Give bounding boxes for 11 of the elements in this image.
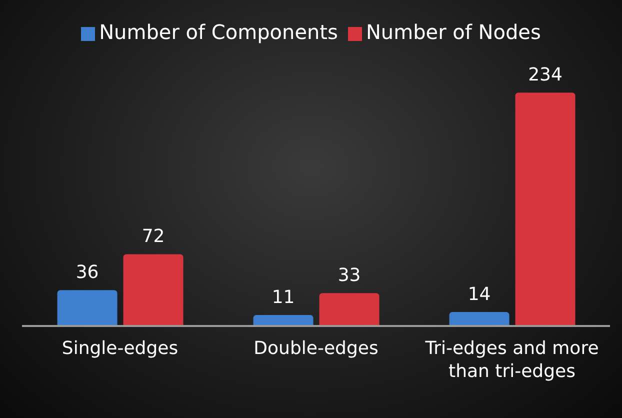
data-label: 36 [76,262,99,284]
data-label: 11 [272,287,295,308]
x-tick-label: Single-edges [62,338,178,359]
data-label: 234 [528,64,562,86]
legend-label: Number of Nodes [366,20,541,44]
data-label: 33 [338,265,361,286]
data-label: 72 [142,226,165,248]
legend-label: Number of Components [99,20,338,44]
data-label: 14 [468,284,491,306]
x-tick-label: Double-edges [254,338,378,359]
x-tick-label: Tri-edges and more than tri-edges [424,338,599,382]
